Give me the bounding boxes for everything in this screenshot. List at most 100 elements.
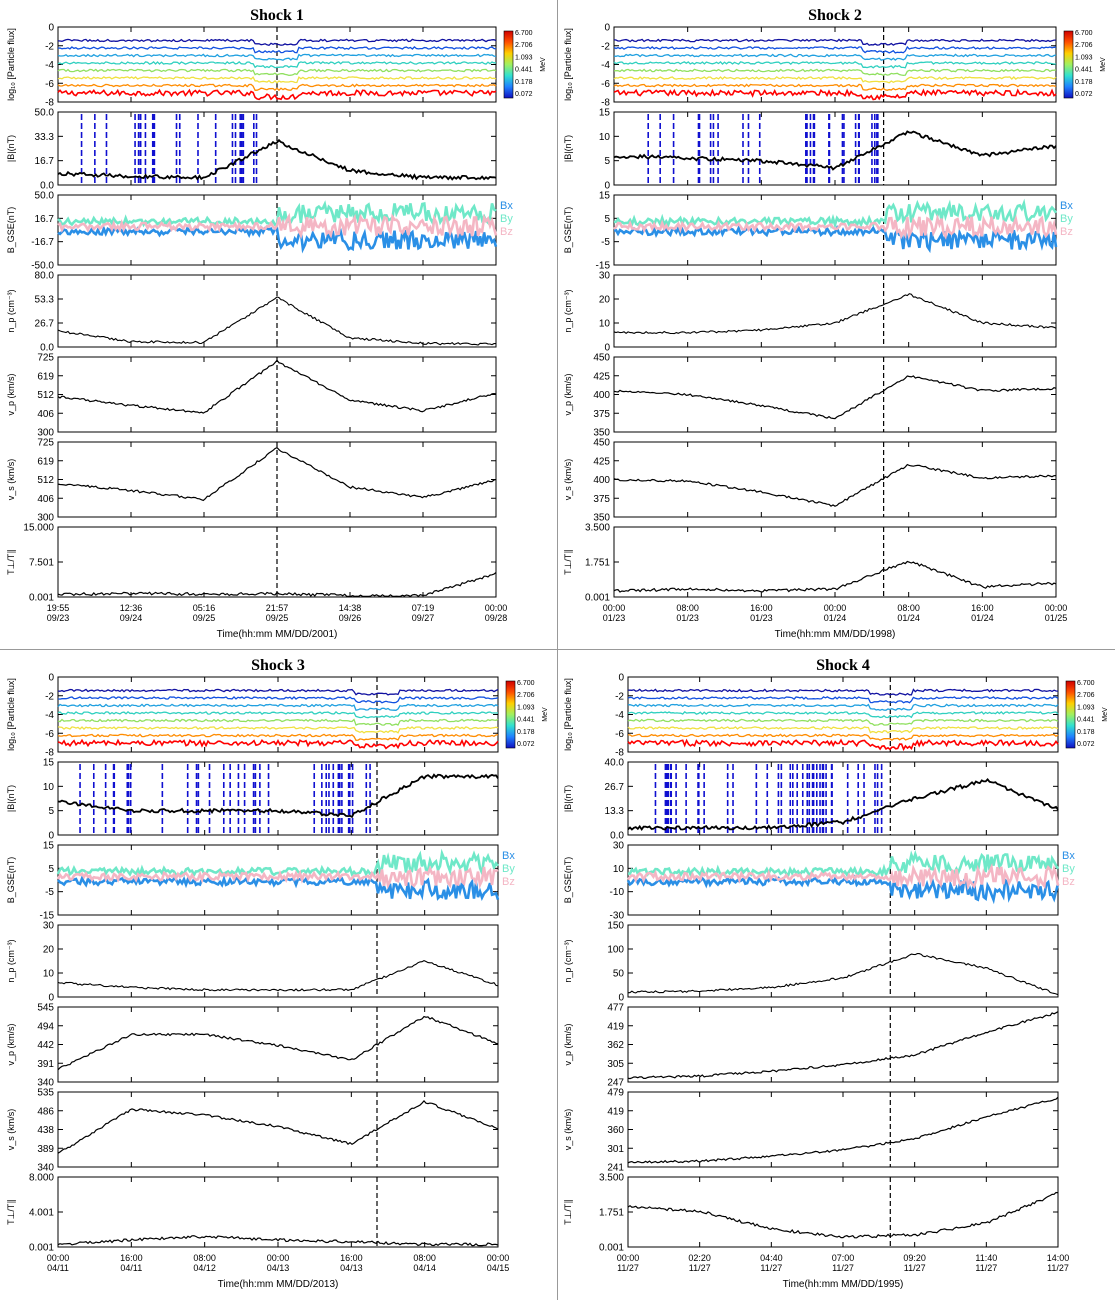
x-tick-time: 08:00: [676, 603, 699, 613]
y-tick-label: 450: [593, 438, 610, 449]
flux-channel-7: [613, 38, 1056, 46]
x-tick-date: 11/27: [832, 1263, 854, 1273]
legend-bz: Bz: [1062, 876, 1075, 888]
flux-channel-1: [57, 83, 497, 92]
y-tick-label: -6: [615, 729, 624, 740]
x-tick-date: 01/23: [603, 613, 626, 623]
y-tick-label: 300: [37, 513, 54, 524]
panel-bmag: 15 10 5 0 |B|(nT): [563, 108, 1057, 192]
y-tick-label: 10: [613, 864, 625, 875]
y-tick-label: -2: [601, 41, 610, 52]
x-tick-date: 09/28: [485, 613, 508, 623]
panel-speed: 450 425 400 375 350 v_p (km/s): [563, 353, 1057, 439]
x-tick-time: 16:00: [971, 603, 994, 613]
y-tick-label: 13.3: [605, 806, 625, 817]
y-tick-label: -6: [45, 729, 54, 740]
x-axis-label: Time(hh:mm MM/DD/1995): [783, 1279, 904, 1290]
shock-panel-group-1: Shock 1 0 -2 -4 -6 -8 log₁₀ [Particle flux] 6.7…: [6, 7, 547, 640]
y-tick-label: 477: [607, 1003, 624, 1014]
flux-channel-0: [57, 88, 497, 101]
x-axis-label: Time(hh:mm MM/DD/2013): [218, 1279, 339, 1290]
y-tick-label: -5: [45, 887, 54, 898]
horizontal-divider: [0, 649, 1115, 650]
y-tick-label: 50.0: [35, 108, 55, 119]
flux-channel-0: [57, 738, 499, 750]
flux-channel-1: [57, 733, 499, 741]
y-axis-label: v_s (km/s): [563, 1109, 573, 1151]
panel-frame: [57, 761, 499, 836]
legend-by: By: [502, 863, 515, 875]
y-tick-label: 15.000: [23, 523, 54, 534]
y-tick-label: 1.751: [585, 558, 610, 569]
y-tick-label: 725: [37, 353, 54, 364]
flux-channel-5: [627, 703, 1059, 711]
y-tick-label: 0.0: [40, 343, 54, 354]
panel-temp: 3.500 1.751 0.001 T⊥/T∥: [563, 1173, 1059, 1254]
panel-flux: 0 -2 -4 -6 -8 log₁₀ [Particle flux] 6.700 2.706…: [6, 23, 547, 109]
flux-channel-6: [57, 46, 497, 54]
bmag-trace: [57, 138, 497, 181]
y-tick-label: 15: [43, 841, 55, 852]
x-tick-date: 04/12: [193, 1263, 216, 1273]
y-tick-label: 450: [593, 353, 610, 364]
y-tick-label: 8.000: [29, 1173, 54, 1184]
temp-trace: [57, 1235, 499, 1247]
colorbar-label: 0.441: [1077, 717, 1095, 724]
legend-bx: Bx: [1062, 850, 1075, 862]
panel-frame: [57, 924, 499, 998]
y-axis-label: v_p (km/s): [6, 1023, 16, 1065]
x-tick-time: 16:00: [340, 1253, 363, 1263]
bmag-trace: [613, 130, 1057, 171]
flux-channel-4: [57, 711, 499, 719]
y-tick-label: 442: [37, 1040, 54, 1051]
colorbar-label: 0.178: [1075, 79, 1093, 86]
y-tick-label: 10: [43, 969, 55, 980]
flux-channel-3: [57, 718, 499, 727]
panel-speed: 477 419 362 305 247 v_p (km/s): [563, 1003, 1059, 1089]
y-tick-label: 15: [599, 108, 611, 119]
flux-channel-6: [613, 45, 1057, 54]
y-tick-label: 50.0: [35, 191, 55, 202]
y-tick-label: 438: [37, 1125, 54, 1136]
colorbar-label: 6.700: [1075, 30, 1093, 37]
y-tick-label: 20: [599, 295, 611, 306]
y-tick-label: 0: [604, 343, 610, 354]
y-tick-label: 26.7: [35, 319, 55, 330]
b-by-trace: [613, 198, 1058, 230]
y-tick-label: -4: [615, 710, 624, 721]
panel-bmag: 50.0 33.3 16.7 0.0 |B|(nT): [6, 108, 497, 192]
y-tick-label: 340: [37, 1078, 54, 1089]
chart-title: Shock 3: [251, 657, 305, 674]
y-tick-label: 0: [48, 831, 54, 842]
flux-channel-7: [57, 688, 499, 696]
shock-panel-group-2: Shock 2 0 -2 -4 -6 -8 log₁₀ [Particle flux] 6.7…: [563, 7, 1107, 640]
y-tick-label: 53.3: [35, 295, 55, 306]
x-tick-date: 01/24: [971, 613, 994, 623]
x-tick-date: 09/25: [193, 613, 216, 623]
y-tick-label: -4: [601, 60, 610, 71]
panel-frame: [613, 274, 1057, 348]
x-axis-label: Time(hh:mm MM/DD/1998): [775, 629, 896, 640]
y-tick-label: -2: [615, 691, 624, 702]
y-axis-label: v_s (km/s): [6, 1109, 16, 1151]
y-tick-label: 50: [613, 969, 625, 980]
y-axis-label: v_p (km/s): [6, 373, 16, 415]
b-bz-trace: [56, 865, 499, 890]
y-tick-label: 5: [48, 806, 54, 817]
panel-speed: 535 486 438 389 340 v_s (km/s): [6, 1088, 499, 1174]
y-tick-label: 425: [593, 456, 610, 467]
colorbar-unit: MeV: [542, 707, 549, 722]
chart-title: Shock 1: [250, 7, 304, 24]
colorbar-label: 2.706: [1075, 42, 1093, 49]
legend-bz: Bz: [1060, 226, 1073, 238]
legend-bx: Bx: [500, 200, 513, 212]
x-tick-time: 16:00: [120, 1253, 143, 1263]
y-tick-label: 0: [48, 993, 54, 1004]
speed-trace: [57, 359, 497, 414]
legend-by: By: [1062, 863, 1075, 875]
colorbar-label: 1.093: [1077, 704, 1095, 711]
y-tick-label: -8: [601, 98, 610, 109]
x-tick-date: 11/27: [904, 1263, 926, 1273]
x-tick-time: 00:00: [47, 1253, 70, 1263]
